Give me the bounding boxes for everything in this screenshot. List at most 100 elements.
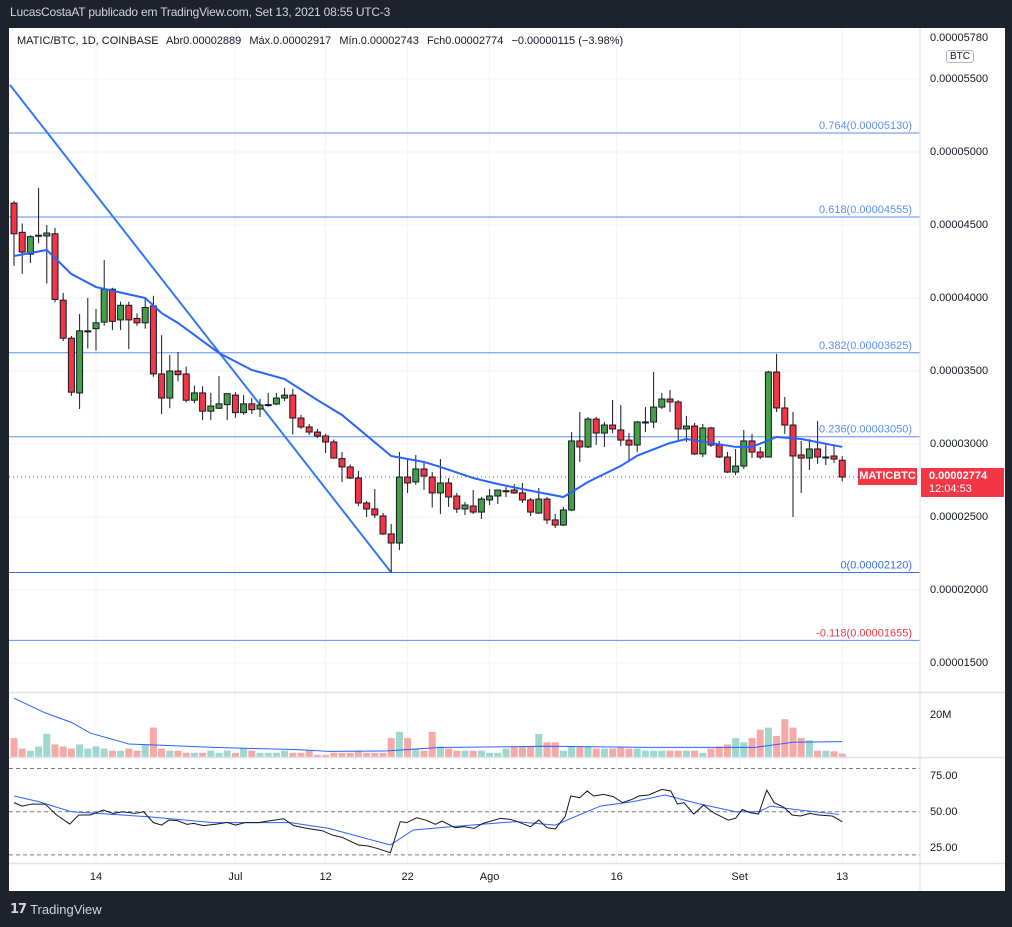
volume-bar [477, 750, 485, 757]
candle-body [633, 421, 641, 446]
candle [59, 292, 67, 342]
grid [9, 28, 920, 863]
candle-body [822, 456, 830, 459]
candle-body [428, 476, 436, 494]
last-price: 0.00002774 [929, 470, 988, 482]
trend-line [9, 84, 392, 574]
candle [108, 287, 116, 331]
volume-ma-line [13, 697, 843, 752]
volume-bar [559, 750, 567, 757]
candle [84, 298, 92, 349]
tradingview-logo-icon[interactable]: 𝟭𝟳 [10, 901, 27, 916]
candle-body [600, 424, 608, 434]
volume-pane [10, 697, 846, 757]
candle-body [412, 468, 420, 483]
candle [26, 235, 34, 263]
candle [592, 417, 600, 445]
volume-bar [240, 748, 248, 757]
volume-bar [428, 731, 436, 757]
volume-bar [133, 750, 141, 757]
volume-bar [215, 752, 223, 757]
candle [207, 392, 215, 420]
candle [822, 442, 830, 466]
candle [272, 392, 280, 406]
volume-bar [35, 746, 43, 757]
currency-badge[interactable]: BTC [946, 50, 974, 63]
candle-body [666, 398, 674, 403]
candle [100, 260, 108, 326]
candle-body [576, 440, 584, 448]
candle-body [354, 477, 362, 504]
volume-bar [174, 750, 182, 757]
candle-body [305, 426, 313, 433]
candle [18, 223, 26, 274]
legend-low: Mín.0.00002743 [339, 35, 419, 47]
candle-body [18, 231, 26, 253]
volume-bar [305, 750, 313, 757]
candle [428, 472, 436, 508]
candle-body [781, 407, 789, 426]
volume-bar [395, 731, 403, 757]
volume-bar [84, 748, 92, 757]
volume-bar [330, 752, 338, 757]
candle [371, 488, 379, 519]
volume-bar [592, 748, 600, 757]
candle [354, 471, 362, 507]
volume-bar [117, 750, 125, 757]
time-axis-tick: 12 [319, 871, 332, 883]
candle-body [797, 454, 805, 459]
candle-body [158, 373, 166, 399]
volume-bar [715, 746, 723, 757]
legend-symbol[interactable]: MATIC/BTC, 1D, COINBASE [17, 35, 159, 47]
candle-body [658, 398, 666, 408]
candle [404, 459, 412, 493]
volume-bar [568, 746, 576, 757]
candle [600, 421, 608, 447]
candle [723, 452, 731, 474]
footer-brand[interactable]: TradingView [30, 901, 102, 917]
candle [67, 335, 75, 396]
volume-bar [617, 746, 625, 757]
candle [494, 489, 502, 505]
candle-body [453, 495, 461, 510]
candle [609, 400, 617, 434]
candle [141, 298, 149, 329]
candle [363, 500, 371, 518]
volume-bar [609, 748, 617, 757]
volume-bar [379, 752, 387, 757]
volume-bar [674, 750, 682, 757]
volume-bar [141, 744, 149, 757]
volume-bar [691, 750, 699, 757]
candle [199, 386, 207, 420]
volume-bar [805, 740, 813, 757]
volume-bar [207, 750, 215, 757]
volume-bar [108, 750, 116, 757]
candle-body [838, 459, 846, 478]
volume-bar [420, 750, 428, 757]
candle [248, 398, 256, 415]
candle-body [568, 440, 576, 511]
candle-body [207, 405, 215, 412]
candle-body [551, 519, 559, 526]
moving-average-line [13, 248, 843, 499]
candle [379, 512, 387, 535]
volume-bar [256, 752, 264, 757]
volume-bar [371, 752, 379, 757]
candle [658, 393, 666, 409]
candle [313, 428, 321, 439]
volume-bar [297, 752, 305, 757]
volume-bar [248, 750, 256, 757]
volume-bar [313, 754, 321, 757]
candle [281, 387, 289, 401]
candle-body [830, 455, 838, 460]
candle [174, 352, 182, 382]
candle-body [707, 427, 715, 446]
volume-bar [707, 748, 715, 757]
volume-bar [67, 748, 75, 757]
volume-axis-label: 20M [930, 709, 952, 721]
volume-bar [166, 750, 174, 757]
candle-body [256, 404, 264, 410]
candle-body [518, 492, 526, 501]
candle-body [756, 451, 764, 458]
